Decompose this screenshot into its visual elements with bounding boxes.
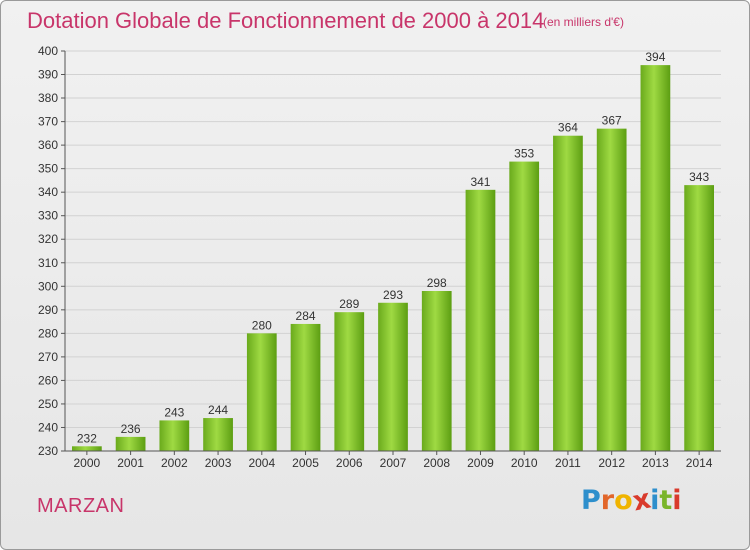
- x-tick-label: 2001: [117, 456, 144, 470]
- bar: [203, 418, 233, 451]
- bar: [378, 302, 408, 451]
- y-tick-label: 390: [38, 68, 58, 82]
- y-tick-label: 320: [38, 232, 58, 246]
- y-tick-label: 400: [38, 44, 58, 58]
- x-tick-label: 2000: [74, 456, 101, 470]
- y-tick-label: 310: [38, 256, 58, 270]
- bar: [553, 135, 583, 452]
- bar: [640, 65, 671, 451]
- bar: [334, 312, 365, 451]
- bar: [465, 189, 496, 451]
- bar: [290, 323, 321, 451]
- y-tick-label: 230: [38, 444, 58, 458]
- logo-letter: r: [600, 485, 615, 516]
- data-label: 353: [514, 147, 534, 161]
- bar: [509, 161, 540, 451]
- y-tick-label: 270: [38, 350, 58, 364]
- proxiti-logo[interactable]: Proxiti: [581, 484, 682, 518]
- y-tick-label: 330: [38, 209, 58, 223]
- y-tick-label: 290: [38, 303, 58, 317]
- x-tick-label: 2005: [292, 456, 319, 470]
- x-tick-label: 2012: [598, 456, 625, 470]
- x-tick-label: 2013: [642, 456, 669, 470]
- x-axis-ticks: 2000 2001 2002 2003 2004 2005 2006 2007 2008 2009…: [74, 451, 713, 470]
- y-tick-label: 380: [38, 91, 58, 105]
- data-labels: 232 236 243 244 280 284 289 293 298 341 353 364 367 3…: [77, 50, 710, 445]
- bar: [596, 128, 627, 451]
- data-label: 284: [296, 309, 316, 323]
- data-label: 289: [339, 297, 359, 311]
- data-label: 364: [558, 121, 578, 135]
- bar: [115, 436, 146, 451]
- data-label: 341: [470, 175, 490, 189]
- chart-subtitle: (en milliers d'€): [543, 15, 624, 29]
- x-tick-label: 2008: [423, 456, 450, 470]
- x-tick-label: 2010: [511, 456, 538, 470]
- y-tick-label: 370: [38, 115, 58, 129]
- data-label: 244: [208, 403, 228, 417]
- x-tick-label: 2003: [205, 456, 232, 470]
- chart-title: Dotation Globale de Fonctionnement de 20…: [27, 8, 545, 33]
- bars: [71, 65, 715, 452]
- y-tick-label: 350: [38, 162, 58, 176]
- x-tick-label: 2007: [380, 456, 407, 470]
- x-tick-label: 2006: [336, 456, 363, 470]
- data-label: 232: [77, 431, 97, 445]
- y-tick-label: 240: [38, 420, 58, 434]
- y-tick-label: 340: [38, 185, 58, 199]
- data-label: 243: [164, 405, 184, 419]
- y-tick-label: 260: [38, 373, 58, 387]
- logo-letter: t: [659, 485, 673, 516]
- commune-name: MARZAN: [37, 495, 125, 517]
- x-tick-label: 2009: [467, 456, 494, 470]
- y-tick-label: 300: [38, 279, 58, 293]
- logo-letter: o: [614, 485, 633, 516]
- x-tick-label: 2011: [555, 456, 581, 470]
- data-label: 298: [427, 276, 447, 290]
- data-label: 293: [383, 288, 403, 302]
- logo-letter: i: [650, 485, 660, 516]
- axes: [64, 51, 721, 452]
- y-tick-label: 250: [38, 397, 58, 411]
- bar: [421, 291, 452, 451]
- y-tick-label: 280: [38, 326, 58, 340]
- data-label: 394: [645, 50, 665, 64]
- data-label: 367: [602, 114, 622, 128]
- data-label: 280: [252, 318, 272, 332]
- bar: [71, 446, 102, 451]
- bar: [684, 185, 715, 451]
- y-axis-ticks: 230 240 250 260 270 280 290 300 310 320 330 340 350 3…: [38, 44, 65, 458]
- logo-letter: i: [672, 485, 682, 516]
- x-tick-label: 2014: [686, 456, 713, 470]
- bar: [159, 420, 190, 451]
- y-tick-label: 360: [38, 138, 58, 152]
- data-label: 236: [121, 422, 141, 436]
- logo-letter: P: [581, 485, 601, 516]
- data-label: 343: [689, 170, 709, 184]
- x-tick-label: 2002: [161, 456, 188, 470]
- bar: [246, 333, 277, 451]
- x-tick-label: 2004: [248, 456, 275, 470]
